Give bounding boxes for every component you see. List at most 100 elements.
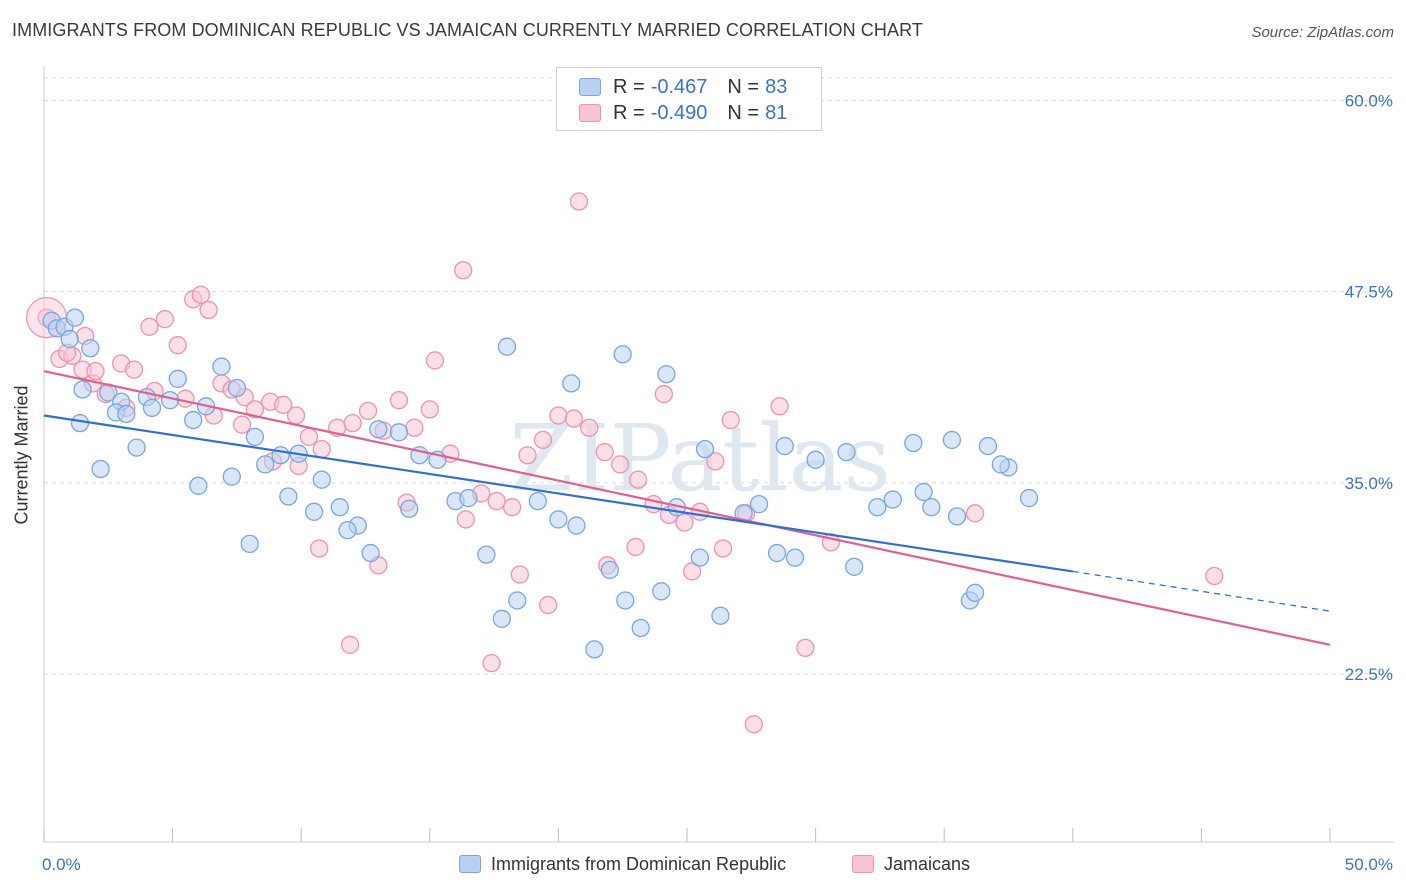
point-dominican — [528, 491, 547, 511]
point-jamaicans — [721, 410, 740, 430]
point-dominican — [361, 543, 380, 563]
point-jamaicans — [628, 470, 648, 489]
point-dominican — [168, 369, 187, 388]
trendline-dominican-extension — [1072, 570, 1331, 612]
point-dominican — [73, 380, 92, 399]
point-jamaicans — [199, 300, 218, 320]
point-dominican — [942, 430, 962, 450]
legend-label-jamaicans: Jamaicans — [884, 853, 971, 874]
point-dominican — [883, 490, 902, 509]
point-dominican — [330, 498, 349, 517]
point-dominican — [70, 413, 90, 433]
point-jamaicans — [569, 192, 589, 211]
series-dominican — [42, 308, 1039, 659]
point-jamaicans — [654, 384, 674, 404]
point-dominican — [389, 423, 409, 442]
x-tick-label: 50.0% — [1345, 855, 1393, 874]
point-dominican — [127, 438, 146, 457]
point-dominican — [1019, 488, 1039, 508]
point-dominican — [60, 329, 79, 349]
point-dominican — [369, 420, 388, 439]
point-dominican — [492, 609, 511, 628]
point-jamaicans — [595, 443, 614, 462]
y-tick-label: 35.0% — [1345, 474, 1393, 493]
point-jamaicans — [564, 409, 583, 428]
point-dominican — [922, 498, 941, 517]
point-jamaicans — [610, 455, 630, 474]
point-dominican — [767, 543, 787, 563]
point-jamaicans — [176, 389, 195, 408]
point-jamaicans — [340, 635, 360, 654]
point-dominican — [613, 345, 632, 364]
point-dominican — [616, 591, 635, 610]
correlation-legend: R = -0.467 N = 83 R = -0.490 N = 81 — [556, 67, 822, 131]
point-dominican — [279, 487, 298, 506]
point-jamaicans — [343, 413, 362, 433]
grid-lines — [44, 77, 1394, 675]
point-dominican — [978, 436, 998, 456]
point-dominican — [304, 502, 324, 521]
point-dominican — [508, 591, 527, 610]
point-dominican — [271, 446, 290, 465]
n-label: N = — [727, 101, 760, 124]
point-dominican — [459, 488, 478, 508]
blue-swatch — [459, 855, 481, 873]
point-jamaicans — [626, 537, 645, 557]
point-dominican — [600, 560, 619, 580]
point-dominican — [256, 455, 275, 474]
point-dominican — [785, 548, 805, 567]
x-tick-label: 0.0% — [42, 855, 81, 874]
point-jamaicans — [86, 362, 105, 381]
point-jamaicans — [140, 317, 159, 336]
point-dominican — [549, 510, 568, 529]
point-jamaicans — [310, 539, 329, 558]
point-dominican — [240, 534, 259, 554]
y-tick-label: 47.5% — [1345, 283, 1393, 302]
point-dominican — [585, 640, 604, 659]
point-dominican — [189, 476, 208, 495]
axes — [43, 66, 1394, 843]
point-jamaicans — [510, 565, 529, 584]
legend-row-pink: R = -0.490 N = 81 — [579, 101, 787, 125]
point-dominican — [227, 378, 247, 398]
point-dominican — [914, 482, 933, 502]
point-jamaicans — [155, 310, 175, 329]
point-jamaicans — [487, 491, 506, 511]
point-dominican — [400, 499, 419, 518]
point-dominican — [65, 308, 85, 327]
r-label: R = — [613, 75, 645, 98]
point-jamaicans — [454, 261, 473, 280]
r-value-blue: -0.467 — [650, 75, 708, 98]
point-jamaicans — [682, 562, 702, 581]
point-dominican — [711, 606, 730, 625]
point-dominican — [806, 450, 825, 469]
point-dominican — [690, 548, 710, 567]
point-jamaicans — [502, 498, 522, 517]
point-dominican — [81, 339, 100, 358]
point-jamaicans — [389, 391, 409, 410]
point-dominican — [222, 467, 241, 486]
point-dominican — [868, 498, 887, 517]
point-dominican — [652, 582, 671, 601]
blue-swatch — [579, 78, 601, 96]
r-value-pink: -0.490 — [650, 101, 708, 124]
point-dominican — [965, 583, 985, 602]
point-jamaicans — [425, 351, 445, 370]
y-tick-label: 60.0% — [1345, 92, 1393, 111]
point-jamaicans — [168, 336, 187, 355]
point-dominican — [904, 433, 923, 453]
legend-label-dominican: Immigrants from Dominican Republic — [491, 853, 787, 874]
point-jamaicans — [482, 653, 501, 673]
point-jamaicans — [796, 638, 815, 658]
point-dominican — [631, 618, 650, 638]
point-jamaicans — [713, 539, 733, 558]
legend-item-jamaicans: Jamaicans — [852, 851, 970, 877]
trendlines — [43, 370, 1331, 646]
point-dominican — [845, 557, 864, 576]
point-jamaicans — [965, 504, 985, 523]
point-dominican — [312, 470, 331, 489]
point-jamaicans — [1205, 566, 1224, 586]
point-dominican — [749, 495, 769, 514]
trendline-dominican — [43, 414, 1073, 573]
point-dominican — [947, 507, 967, 526]
